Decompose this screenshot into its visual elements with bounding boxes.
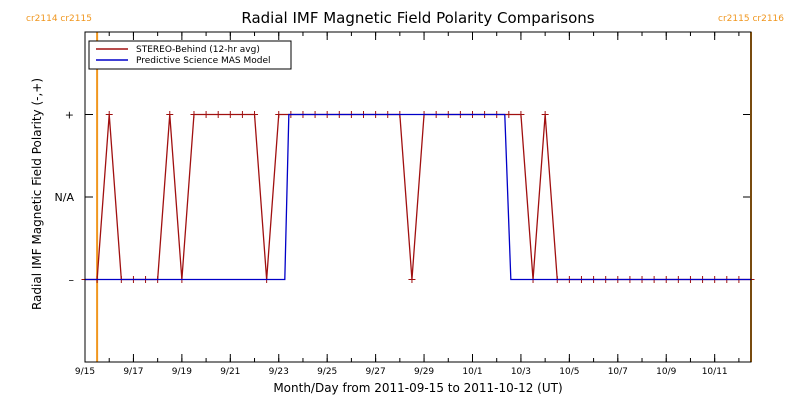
x-tick-label-1: 9/17	[123, 367, 143, 377]
legend-label-mas: Predictive Science MAS Model	[136, 56, 271, 66]
series-0-point-7	[166, 111, 174, 118]
carrington-label-0: cr2114 cr2115	[26, 14, 92, 24]
series-0-point-2	[105, 111, 113, 118]
series-0-point-13	[238, 111, 246, 118]
x-tick-label-3: 9/21	[220, 367, 240, 377]
series-0-point-12	[226, 111, 234, 118]
carrington-label-1: cr2115 cr2116	[718, 14, 784, 24]
series-0-point-16	[275, 111, 283, 118]
y-axis-label: Radial IMF Magnetic Field Polarity (-,+)	[30, 78, 44, 310]
series-0-point-38	[541, 111, 549, 118]
series-0-point-10	[202, 111, 210, 118]
legend-box	[88, 40, 292, 70]
series-0-point-9	[190, 111, 198, 118]
legend: STEREO-Behind (12-hr avg) Predictive Sci…	[88, 40, 292, 70]
x-tick-label-6: 9/27	[366, 367, 386, 377]
series-0-point-35	[505, 111, 513, 118]
y-tick-label-0: –	[69, 274, 75, 287]
x-tick-label-9: 10/3	[511, 367, 531, 377]
x-tick-label-0: 9/15	[75, 367, 95, 377]
x-tick-label-8: 10/1	[462, 367, 482, 377]
x-tick-label-5: 9/25	[317, 367, 337, 377]
series-0-point-14	[251, 111, 259, 118]
plot-frame	[84, 31, 752, 363]
series-0-point-11	[214, 111, 222, 118]
y-tick-label-1: N/A	[55, 191, 75, 204]
x-tick-label-7: 9/29	[414, 367, 434, 377]
x-tick-label-10: 10/5	[559, 367, 579, 377]
x-axis-label: Month/Day from 2011-09-15 to 2011-10-12 …	[273, 381, 562, 395]
series-0-point-36	[517, 111, 525, 118]
chart-title: Radial IMF Magnetic Field Polarity Compa…	[241, 9, 594, 27]
x-tick-label-13: 10/11	[702, 367, 728, 377]
x-tick-label-11: 10/7	[608, 367, 628, 377]
y-tick-label-2: +	[65, 109, 74, 122]
x-tick-label-12: 10/9	[656, 367, 676, 377]
x-tick-label-4: 9/23	[269, 367, 289, 377]
x-tick-label-2: 9/19	[172, 367, 192, 377]
plot-area: 9/15 9/17 9/19 9/21 9/23 9/25 9/27 9/29 10/1 10/3…	[26, 14, 784, 377]
series-0-point-27	[408, 276, 416, 283]
legend-label-stereo: STEREO-Behind (12-hr avg)	[136, 45, 260, 55]
series-line-1	[85, 113, 751, 281]
